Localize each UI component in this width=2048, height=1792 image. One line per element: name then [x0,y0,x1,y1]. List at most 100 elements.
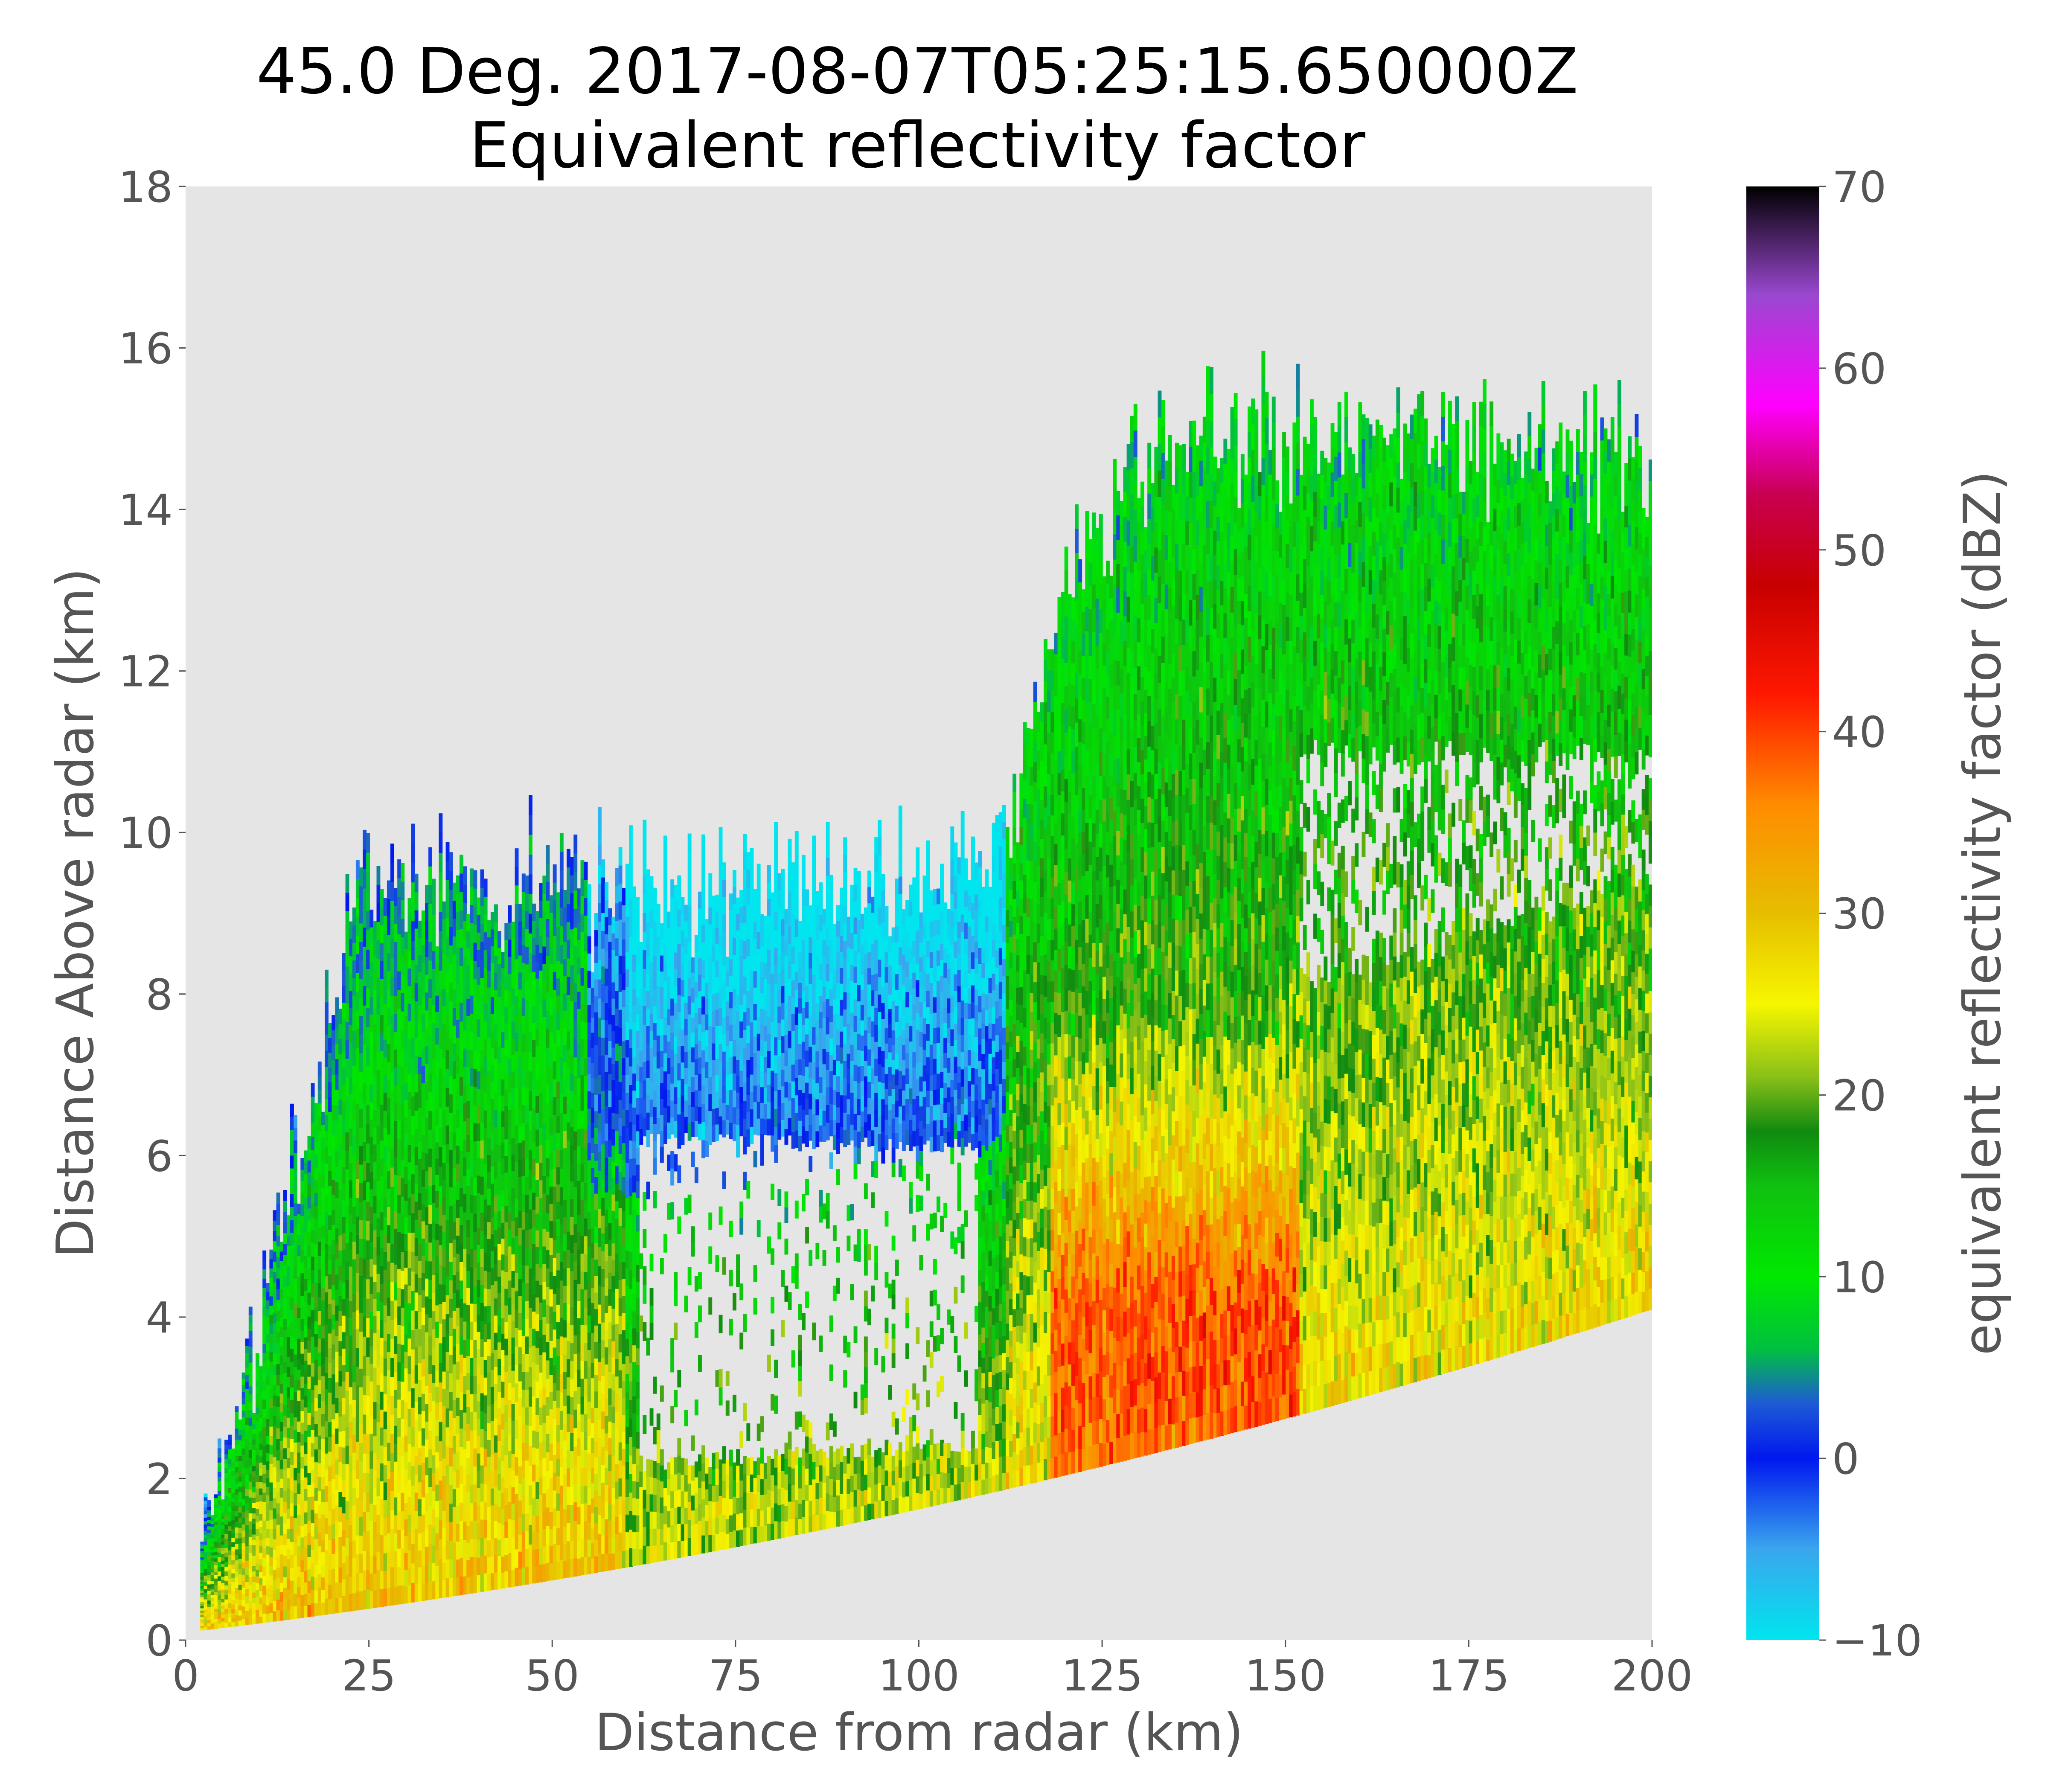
reflectivity-cell [245,1367,249,1375]
reflectivity-cell [598,1208,602,1228]
reflectivity-cell [401,1400,405,1419]
reflectivity-cell [332,1239,336,1255]
reflectivity-cell [546,1194,550,1213]
reflectivity-cell [411,1563,415,1583]
reflectivity-cell [328,1274,332,1289]
reflectivity-cell [394,1425,398,1444]
reflectivity-cell [297,1587,301,1598]
reflectivity-cell [363,1024,367,1044]
reflectivity-cell [529,1544,532,1565]
reflectivity-cell [214,1618,218,1622]
reflectivity-cell [217,1495,221,1501]
reflectivity-cell [456,1487,460,1506]
reflectivity-cell [401,1363,405,1382]
reflectivity-cell [238,1533,242,1539]
reflectivity-cell [359,1220,363,1239]
reflectivity-cell [276,1428,280,1439]
reflectivity-cell [279,1260,284,1271]
reflectivity-cell [224,1594,228,1600]
reflectivity-cell [477,1366,481,1384]
reflectivity-cell [342,1249,346,1266]
reflectivity-cell [567,1104,570,1123]
reflectivity-cell [466,1423,471,1441]
reflectivity-cell [570,1325,574,1344]
reflectivity-cell [349,1007,353,1025]
reflectivity-cell [390,1167,394,1187]
reflectivity-cell [611,1064,616,1080]
reflectivity-cell [217,1457,221,1463]
reflectivity-cell [445,1087,450,1107]
reflectivity-cell [466,1338,471,1356]
reflectivity-cell [335,1597,339,1614]
reflectivity-cell [445,1257,450,1277]
reflectivity-cell [573,1353,578,1373]
reflectivity-cell [231,1502,236,1507]
reflectivity-cell [279,1573,284,1583]
reflectivity-cell [297,1265,301,1277]
reflectivity-cell [611,1488,616,1505]
reflectivity-cell [515,1420,519,1439]
reflectivity-cell [425,1278,429,1297]
reflectivity-cell [559,1504,564,1523]
reflectivity-cell [501,1492,505,1509]
reflectivity-cell [390,1472,394,1491]
reflectivity-cell [480,1465,484,1484]
reflectivity-cell [605,1399,609,1417]
reflectivity-cell [314,1193,318,1206]
reflectivity-cell [338,1431,343,1447]
reflectivity-cell [311,1536,315,1550]
reflectivity-cell [518,972,522,990]
reflectivity-cell [238,1471,242,1477]
reflectivity-cell [314,1526,318,1539]
reflectivity-cell [283,1265,287,1277]
reflectivity-cell [204,1592,208,1596]
reflectivity-cell [359,1387,363,1406]
reflectivity-cell [587,1418,591,1436]
reflectivity-cell [221,1615,225,1618]
reflectivity-cell [435,1517,439,1534]
reflectivity-cell [594,1358,598,1375]
reflectivity-cell [245,1381,249,1389]
reflectivity-cell [217,1452,221,1458]
reflectivity-cell [286,1468,291,1478]
reflectivity-cell [601,1358,605,1376]
reflectivity-cell [521,1051,526,1070]
reflectivity-cell [342,1233,346,1250]
reflectivity-cell [587,987,591,1005]
reflectivity-cell [542,1034,547,1053]
reflectivity-cell [418,1465,422,1483]
reflectivity-cell [508,1553,512,1571]
reflectivity-cell [349,1111,353,1129]
reflectivity-cell [521,1069,526,1088]
reflectivity-cell [414,1056,419,1074]
reflectivity-cell [439,1264,443,1285]
reflectivity-cell [435,1158,439,1175]
reflectivity-cell [445,1219,450,1239]
reflectivity-cell [387,1261,391,1280]
reflectivity-cell [345,1464,349,1483]
reflectivity-cell [248,1505,253,1514]
reflectivity-cell [425,956,429,975]
reflectivity-cell [366,1550,370,1570]
reflectivity-cell [611,966,616,983]
reflectivity-cell [480,1303,484,1321]
reflectivity-cell [390,1548,394,1568]
reflectivity-cell [342,1085,346,1102]
reflectivity-cell [535,1028,540,1046]
reflectivity-cell [477,1105,481,1124]
reflectivity-cell [535,978,540,995]
reflectivity-cell [352,1522,356,1541]
reflectivity-cell [328,1481,332,1496]
reflectivity-cell [618,991,623,1010]
reflectivity-cell [428,1373,432,1393]
reflectivity-cell [345,1242,349,1262]
reflectivity-cell [335,1043,339,1059]
reflectivity-cell [200,1599,204,1602]
reflectivity-cell [321,1376,325,1389]
reflectivity-cell [224,1529,228,1534]
reflectivity-cell [373,1315,377,1333]
reflectivity-cell [401,1529,405,1548]
reflectivity-cell [625,1373,629,1392]
reflectivity-cell [269,1612,273,1622]
reflectivity-cell [546,1047,550,1066]
